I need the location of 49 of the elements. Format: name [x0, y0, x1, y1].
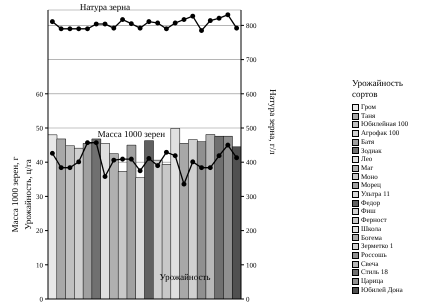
- point: [216, 153, 222, 158]
- point: [94, 22, 99, 26]
- point: [182, 182, 186, 187]
- point: [208, 18, 213, 24]
- point: [208, 165, 213, 170]
- point: [138, 26, 143, 31]
- point: [155, 20, 160, 26]
- point: [102, 174, 108, 180]
- y2-axis-title: Натура зерна, г/л: [268, 89, 278, 155]
- point: [67, 165, 72, 170]
- legend-title: Урожайность сортов: [352, 78, 404, 100]
- point: [58, 26, 64, 32]
- point: [164, 26, 169, 32]
- series-label: Натура зерна: [80, 2, 130, 12]
- point: [128, 21, 134, 26]
- point: [190, 159, 196, 164]
- point: [225, 142, 230, 148]
- point: [120, 17, 126, 22]
- point: [225, 12, 230, 18]
- point: [138, 168, 143, 174]
- point: [85, 26, 90, 32]
- point: [155, 163, 160, 168]
- point: [128, 156, 134, 162]
- y-axis-title: Масса 1000 зерен, г Урожайность, ц/га: [10, 156, 33, 232]
- point: [182, 17, 186, 22]
- point: [234, 155, 240, 160]
- point: [67, 26, 72, 32]
- point: [199, 165, 204, 170]
- point: [58, 165, 64, 170]
- series-label: Масса 1000 зерен: [98, 129, 166, 140]
- point: [146, 156, 152, 161]
- point: [199, 28, 204, 33]
- point: [216, 16, 222, 21]
- point: [164, 150, 169, 155]
- point: [94, 140, 99, 146]
- point: [50, 150, 55, 156]
- point: [102, 22, 108, 26]
- point: [146, 19, 152, 24]
- point: [76, 159, 82, 164]
- point: [111, 26, 116, 31]
- point: [172, 153, 178, 158]
- point: [190, 14, 196, 19]
- point: [234, 26, 240, 31]
- point: [50, 19, 55, 24]
- point: [172, 20, 178, 26]
- point: [120, 156, 126, 162]
- point: [111, 158, 116, 163]
- point: [85, 140, 90, 146]
- point: [76, 26, 82, 32]
